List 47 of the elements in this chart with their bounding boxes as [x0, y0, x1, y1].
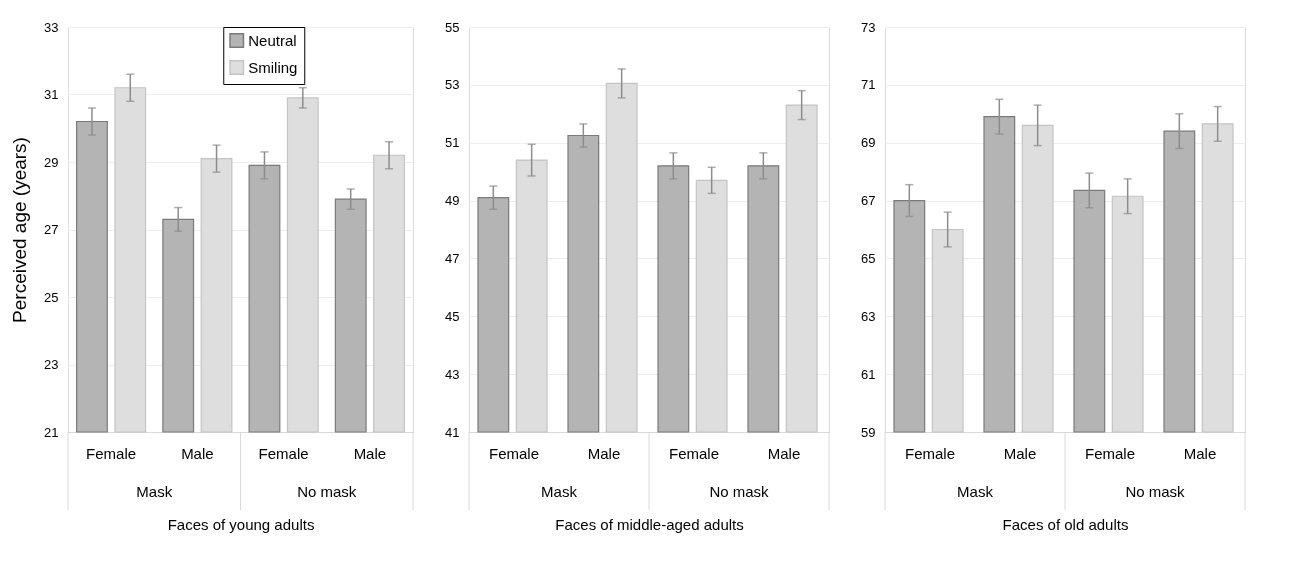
text: Mask [136, 483, 173, 500]
legend-label: Neutral [248, 31, 297, 49]
y-tick-label: 63 [861, 308, 876, 324]
y-tick-label: 45 [445, 308, 460, 324]
y-tick-label: 41 [445, 424, 460, 440]
y-tick-label: 47 [445, 250, 460, 266]
y-tick-label: 61 [861, 366, 876, 382]
x-tick-label: Male [1183, 444, 1217, 462]
y-tick-label: 43 [445, 366, 460, 382]
y-tick-label: 53 [445, 77, 460, 93]
y-tick-label: 51 [445, 135, 460, 151]
y-tick-label: 49 [445, 193, 460, 209]
y-tick-label: 59 [861, 424, 876, 440]
y-tick-label: 55 [445, 19, 460, 35]
x-tick-label: Male [767, 444, 801, 462]
y-tick-label: 73 [861, 19, 876, 35]
y-tick-label: 27 [44, 222, 59, 237]
y-tick-label: 21 [44, 424, 59, 440]
y-axis-title: Perceived age (years) [9, 137, 31, 323]
x-axis-title: Faces of young adults [167, 515, 315, 533]
x-tick-label: Male [1003, 444, 1037, 462]
x-tick-label: Male [181, 444, 214, 462]
x-tick-label: Female [488, 444, 540, 462]
x-tick-label: Female [904, 444, 956, 462]
y-tick-label: 31 [44, 87, 59, 102]
x-axis-title: Faces of old adults [1002, 515, 1129, 533]
x-tick-label: Female [1084, 444, 1136, 462]
x-tick-label: Male [587, 444, 621, 462]
x-tick-label: Female [86, 444, 137, 462]
x-tick-label: Male [353, 444, 387, 462]
x-tick-label: Female [668, 444, 720, 462]
y-tick-label: 23 [44, 357, 59, 372]
text: No mask [709, 483, 770, 500]
y-tick-label: 69 [861, 135, 876, 151]
x-tick-label: Female [258, 444, 309, 462]
legend-label: Smiling [248, 58, 298, 76]
text: No mask [1125, 483, 1186, 500]
x-axis-title: Faces of middle-aged adults [555, 515, 744, 533]
text: Mask [541, 483, 578, 500]
y-tick-label: 33 [44, 19, 59, 35]
text: Mask [957, 483, 994, 500]
text: No mask [297, 483, 357, 500]
y-tick-label: 65 [861, 250, 876, 266]
y-tick-label: 71 [861, 77, 876, 93]
y-tick-label: 67 [861, 193, 876, 209]
y-tick-label: 25 [44, 289, 59, 305]
y-tick-label: 29 [44, 154, 59, 170]
